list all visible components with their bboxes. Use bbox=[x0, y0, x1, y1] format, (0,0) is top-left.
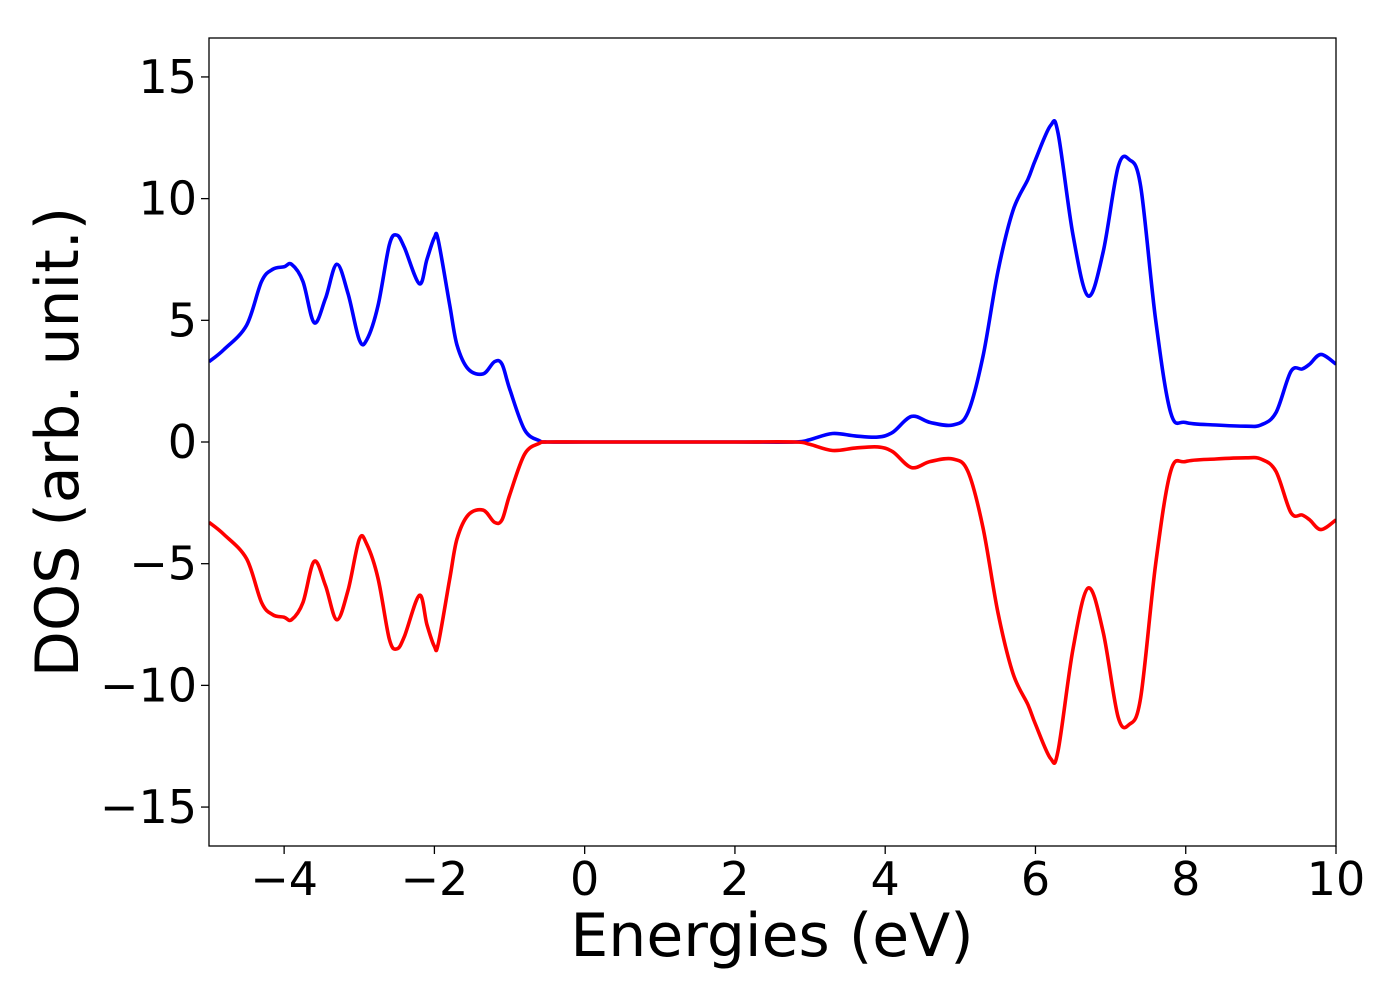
x-tick-label: 4 bbox=[871, 852, 900, 906]
y-tick-label: −15 bbox=[100, 780, 197, 834]
y-tick-label: 15 bbox=[138, 50, 197, 104]
x-tick-label: 8 bbox=[1171, 852, 1200, 906]
plot-frame bbox=[208, 37, 1337, 847]
x-axis-label: Energies (eV) bbox=[570, 901, 973, 971]
x-tick-label: 0 bbox=[570, 852, 599, 906]
y-tick-label: −10 bbox=[100, 658, 197, 712]
x-tick-label: −4 bbox=[250, 852, 318, 906]
y-axis-ticks: 15 10 5 0 −5 −10 −15 bbox=[100, 50, 209, 834]
y-tick-label: 5 bbox=[168, 293, 197, 347]
x-axis-ticks: −4 −2 0 2 4 6 8 10 bbox=[250, 846, 1365, 906]
y-axis-label: DOS (arb. unit.) bbox=[23, 207, 93, 677]
x-tick-label: 2 bbox=[720, 852, 749, 906]
x-tick-label: 6 bbox=[1021, 852, 1050, 906]
x-tick-label: −2 bbox=[400, 852, 468, 906]
x-tick-label: 10 bbox=[1307, 852, 1366, 906]
dos-series-line-red bbox=[209, 440, 1336, 766]
series-layer bbox=[209, 118, 1336, 766]
y-tick-label: 10 bbox=[138, 172, 197, 226]
y-tick-label: 0 bbox=[168, 415, 197, 469]
dos-series-line-blue bbox=[209, 118, 1336, 444]
y-tick-label: −5 bbox=[129, 537, 197, 591]
